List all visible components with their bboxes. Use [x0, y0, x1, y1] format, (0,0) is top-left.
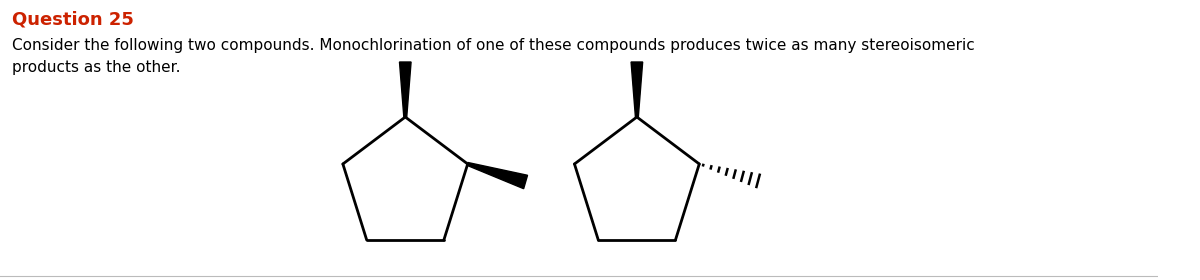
Text: products as the other.: products as the other. [12, 60, 180, 75]
Polygon shape [631, 62, 643, 117]
Polygon shape [400, 62, 412, 117]
Text: Consider the following two compounds. Monochlorination of one of these compounds: Consider the following two compounds. Mo… [12, 38, 974, 53]
Text: Question 25: Question 25 [12, 10, 133, 28]
Polygon shape [467, 163, 528, 189]
